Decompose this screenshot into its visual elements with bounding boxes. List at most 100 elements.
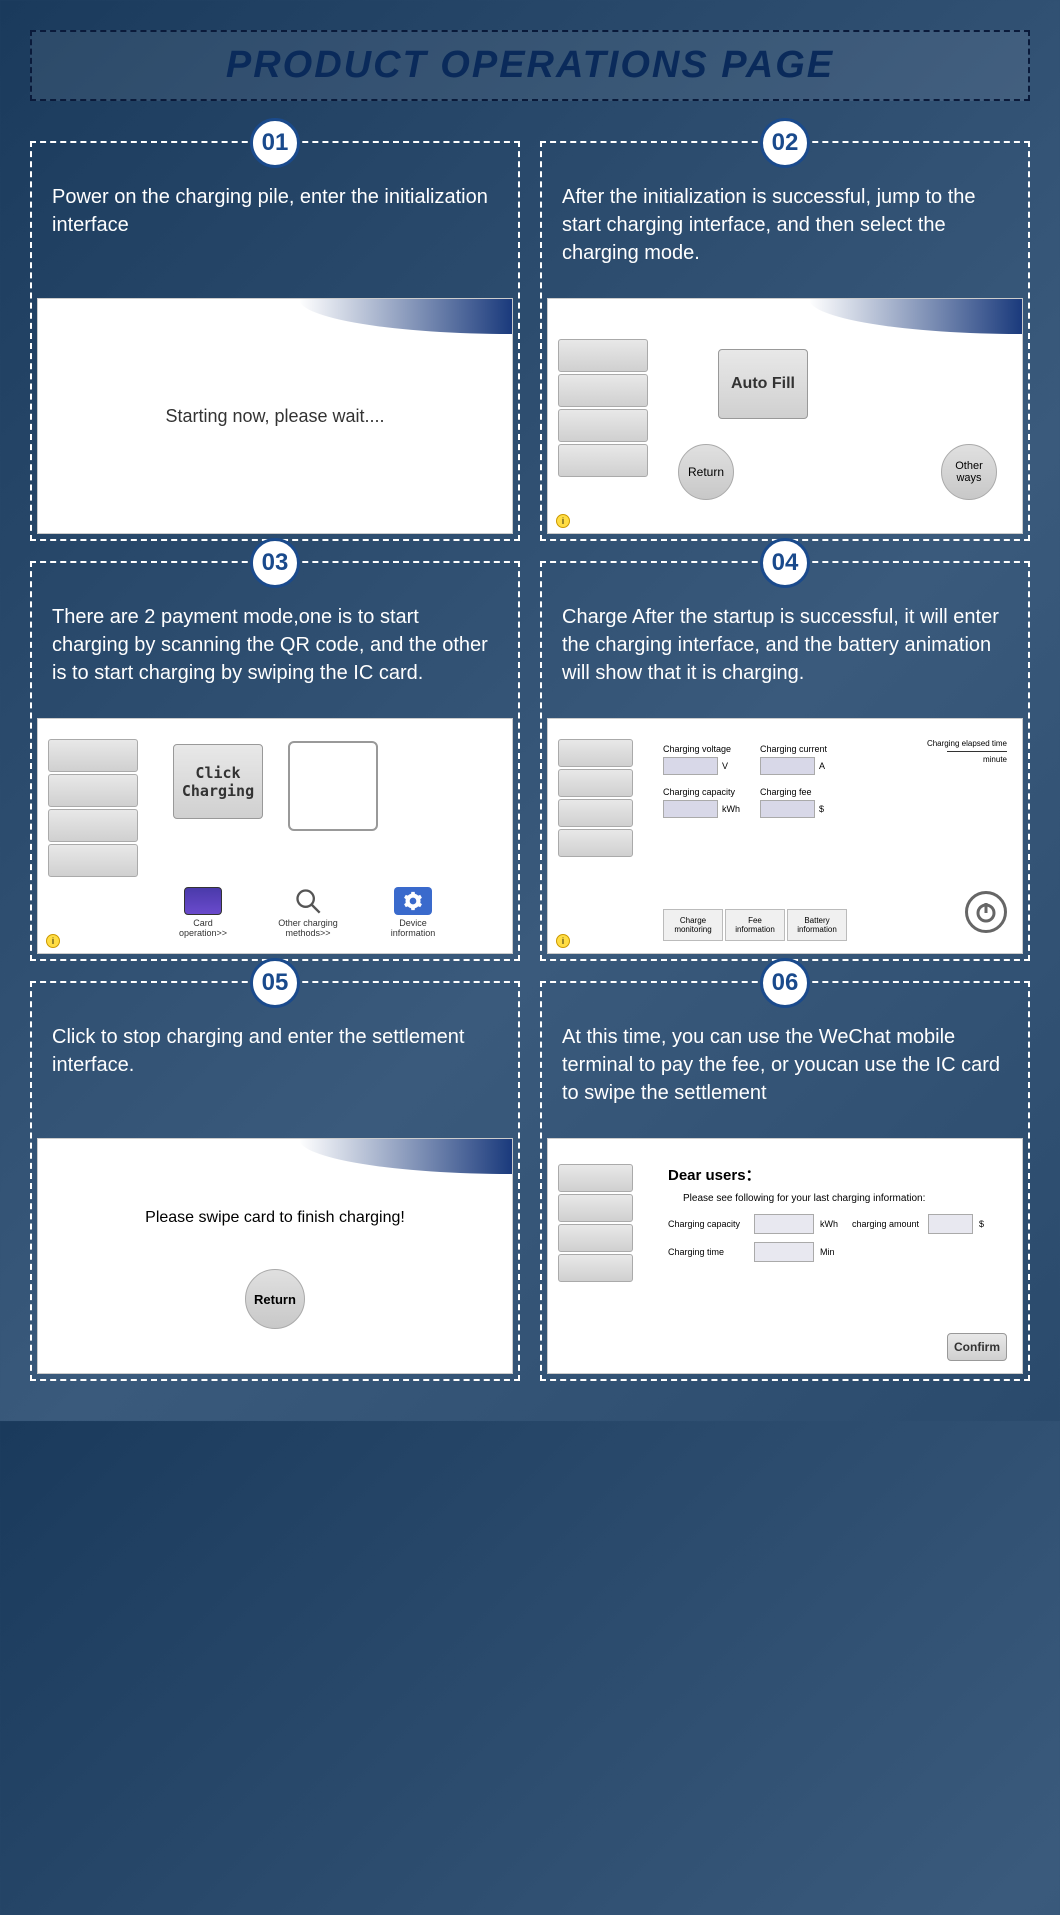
settlement-capacity-row: Charging capacity kWh charging amount $ (668, 1214, 1007, 1234)
battery-info-tab[interactable]: Battery information (787, 909, 847, 941)
time-unit: Min (820, 1247, 835, 1257)
info-icon[interactable]: i (556, 514, 570, 528)
sidebar-item[interactable] (558, 374, 648, 407)
current-unit: A (819, 761, 825, 771)
step-badge-04: 04 (760, 538, 810, 588)
settlement-time-row: Charging time Min (668, 1242, 1007, 1262)
sidebar-item[interactable] (48, 809, 138, 842)
sidebar-06 (558, 1164, 633, 1282)
screen-06: Dear users： Please see following for you… (547, 1138, 1023, 1374)
confirm-button[interactable]: Confirm (947, 1333, 1007, 1361)
sidebar-item[interactable] (558, 444, 648, 477)
sidebar-03 (48, 739, 138, 877)
card-icon (184, 887, 222, 915)
step-02: 02 After the initialization is successfu… (540, 141, 1030, 541)
sidebar-item[interactable] (558, 799, 633, 827)
step-05: 05 Click to stop charging and enter the … (30, 981, 520, 1381)
charge-monitoring-tab[interactable]: Charge monitoring (663, 909, 723, 941)
voltage-metric: Charging voltage V (663, 744, 740, 775)
card-operation-item[interactable]: Card operation>> (168, 887, 238, 938)
device-info-label: Device information (378, 918, 448, 938)
voltage-label: Charging voltage (663, 744, 740, 754)
dear-users: Dear users： (668, 1164, 1007, 1185)
page-title-box: PRODUCT OPERATIONS PAGE (30, 30, 1030, 101)
auto-fill-button[interactable]: Auto Fill (718, 349, 808, 419)
step-badge-06: 06 (760, 958, 810, 1008)
step-03: 03 There are 2 payment mode,one is to st… (30, 561, 520, 961)
other-methods-item[interactable]: Other charging methods>> (273, 887, 343, 938)
swipe-card-text: Please swipe card to finish charging! (38, 1209, 512, 1227)
sidebar-item[interactable] (558, 409, 648, 442)
sidebar-item[interactable] (558, 1254, 633, 1282)
step-badge-02: 02 (760, 118, 810, 168)
sidebar-item[interactable] (558, 769, 633, 797)
click-charging-button[interactable]: Click Charging (173, 744, 263, 819)
step-01: 01 Power on the charging pile, enter the… (30, 141, 520, 541)
capacity-value (663, 800, 718, 818)
sidebar-item[interactable] (558, 1164, 633, 1192)
please-see: Please see following for your last charg… (668, 1193, 1007, 1204)
sidebar-item[interactable] (558, 829, 633, 857)
elapsed-label: Charging elapsed time (927, 739, 1007, 748)
capacity-label: Charging capacity (663, 787, 740, 797)
sidebar-item[interactable] (48, 774, 138, 807)
current-value (760, 757, 815, 775)
sidebar-item[interactable] (558, 339, 648, 372)
other-ways-button[interactable]: Other ways (941, 444, 997, 500)
fee-metric: Charging fee $ (760, 787, 837, 818)
return-button[interactable]: Return (678, 444, 734, 500)
fee-label: Charging fee (760, 787, 837, 797)
info-icon[interactable]: i (46, 934, 60, 948)
voltage-unit: V (722, 761, 728, 771)
settlement-panel: Dear users： Please see following for you… (668, 1164, 1007, 1270)
fee-info-tab[interactable]: Fee information (725, 909, 785, 941)
voltage-value (663, 757, 718, 775)
current-metric: Charging current A (760, 744, 837, 775)
return-button[interactable]: Return (245, 1269, 305, 1329)
elapsed-time: Charging elapsed time minute (927, 739, 1007, 764)
power-button[interactable] (965, 891, 1007, 933)
current-label: Charging current (760, 744, 837, 754)
step-04: 04 Charge After the startup is successfu… (540, 561, 1030, 961)
time-label: Charging time (668, 1247, 748, 1257)
metrics-grid: Charging voltage V Charging current A Ch… (663, 744, 837, 818)
magnifier-icon (294, 887, 322, 915)
sidebar-item[interactable] (48, 739, 138, 772)
device-info-item[interactable]: Device information (378, 887, 448, 938)
screen-04: Charging voltage V Charging current A Ch… (547, 718, 1023, 954)
sidebar-item[interactable] (558, 739, 633, 767)
gear-icon (394, 887, 432, 915)
amount-label: charging amount (852, 1219, 922, 1229)
cap-unit: kWh (820, 1219, 838, 1229)
capacity-metric: Charging capacity kWh (663, 787, 740, 818)
sidebar-item[interactable] (48, 844, 138, 877)
sidebar-04 (558, 739, 633, 857)
icon-row: Card operation>> Other charging methods>… (168, 887, 448, 938)
info-icon[interactable]: i (556, 934, 570, 948)
cap-value (754, 1214, 814, 1234)
sidebar-item[interactable] (558, 1194, 633, 1222)
card-op-label: Card operation>> (168, 918, 238, 938)
elapsed-unit: minute (927, 755, 1007, 764)
sidebar-item[interactable] (558, 1224, 633, 1252)
screen-02: Auto Fill Return Other ways i (547, 298, 1023, 534)
fee-unit: $ (819, 804, 824, 814)
capacity-unit: kWh (722, 804, 740, 814)
qr-placeholder (288, 741, 378, 831)
page-title: PRODUCT OPERATIONS PAGE (72, 44, 988, 87)
step-badge-03: 03 (250, 538, 300, 588)
step-badge-05: 05 (250, 958, 300, 1008)
fee-value (760, 800, 815, 818)
steps-grid: 01 Power on the charging pile, enter the… (30, 141, 1030, 1381)
step-06: 06 At this time, you can use the WeChat … (540, 981, 1030, 1381)
tab-row: Charge monitoring Fee information Batter… (663, 909, 847, 941)
amount-value (928, 1214, 973, 1234)
starting-text: Starting now, please wait.... (38, 299, 512, 533)
cap-label: Charging capacity (668, 1219, 748, 1229)
amount-unit: $ (979, 1219, 984, 1229)
screen-05: Please swipe card to finish charging! Re… (37, 1138, 513, 1374)
step-badge-01: 01 (250, 118, 300, 168)
sidebar-02 (558, 339, 648, 477)
time-value (754, 1242, 814, 1262)
other-methods-label: Other charging methods>> (273, 918, 343, 938)
